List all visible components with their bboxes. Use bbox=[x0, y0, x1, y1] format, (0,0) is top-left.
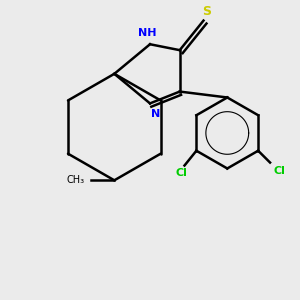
Text: N: N bbox=[151, 109, 160, 119]
Text: CH₃: CH₃ bbox=[67, 175, 85, 185]
Text: Cl: Cl bbox=[273, 166, 285, 176]
Text: NH: NH bbox=[138, 28, 156, 38]
Text: Cl: Cl bbox=[176, 169, 188, 178]
Text: S: S bbox=[202, 4, 211, 18]
